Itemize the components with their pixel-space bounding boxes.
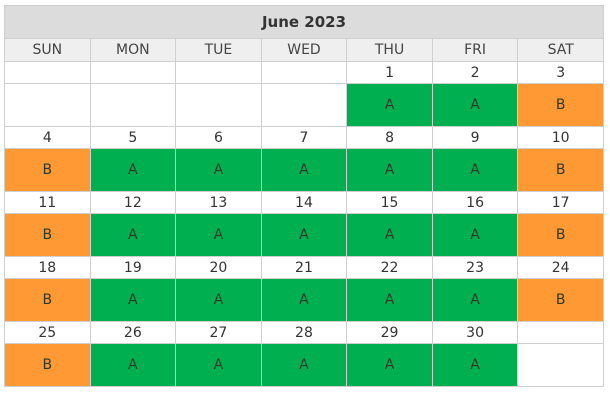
shift-cell[interactable]: B — [517, 83, 604, 127]
date-number: 8 — [346, 126, 433, 149]
shift-cell[interactable]: B — [4, 213, 91, 257]
date-number: 10 — [517, 126, 604, 149]
date-number: 14 — [260, 191, 348, 214]
shift-cell[interactable]: A — [175, 213, 262, 257]
date-row: 11 12 13 14 15 16 17 — [4, 191, 604, 214]
date-number: 12 — [89, 191, 177, 214]
date-number: 26 — [89, 321, 177, 344]
date-number: 18 — [4, 256, 91, 279]
date-number — [4, 61, 91, 84]
date-number: 23 — [431, 256, 519, 279]
shift-cell[interactable]: A — [89, 213, 177, 257]
shift-cell[interactable]: B — [4, 343, 91, 387]
date-number — [260, 61, 348, 84]
shift-cell[interactable]: B — [4, 278, 91, 322]
shift-cell — [89, 83, 177, 127]
date-number: 7 — [260, 126, 348, 149]
shift-cell[interactable]: B — [517, 213, 604, 257]
date-number: 16 — [431, 191, 519, 214]
shift-cell[interactable]: A — [431, 343, 519, 387]
weekday-tue: TUE — [175, 38, 262, 62]
shift-cell — [175, 83, 262, 127]
date-number: 27 — [175, 321, 262, 344]
date-number: 11 — [4, 191, 91, 214]
weekday-sun: SUN — [4, 38, 91, 62]
shift-cell[interactable]: A — [346, 148, 433, 192]
shift-cell[interactable]: A — [346, 83, 433, 127]
shift-cell[interactable]: A — [431, 278, 519, 322]
date-number — [89, 61, 177, 84]
date-row: 4 5 6 7 8 9 10 — [4, 126, 604, 149]
date-number — [517, 321, 604, 344]
shift-cell[interactable]: A — [175, 343, 262, 387]
shift-cell[interactable]: A — [175, 278, 262, 322]
date-row: 18 19 20 21 22 23 24 — [4, 256, 604, 279]
shift-cell[interactable]: B — [4, 148, 91, 192]
shift-cell[interactable]: B — [517, 278, 604, 322]
calendar-title: June 2023 — [4, 5, 604, 39]
shift-cell[interactable]: B — [517, 148, 604, 192]
date-number: 5 — [89, 126, 177, 149]
weekday-mon: MON — [89, 38, 177, 62]
shift-cell[interactable]: A — [431, 213, 519, 257]
shift-cell[interactable]: A — [260, 148, 348, 192]
shift-cell — [4, 83, 91, 127]
shift-cell[interactable]: A — [89, 148, 177, 192]
date-number: 20 — [175, 256, 262, 279]
date-number: 9 — [431, 126, 519, 149]
shift-cell[interactable]: A — [431, 83, 519, 127]
shift-cell[interactable]: A — [431, 148, 519, 192]
date-number: 19 — [89, 256, 177, 279]
shift-cell — [517, 343, 604, 387]
shift-cell — [260, 83, 348, 127]
date-number: 6 — [175, 126, 262, 149]
weekday-fri: FRI — [431, 38, 519, 62]
shift-cell[interactable]: A — [260, 278, 348, 322]
date-number: 30 — [431, 321, 519, 344]
date-number: 4 — [4, 126, 91, 149]
date-number: 24 — [517, 256, 604, 279]
date-number: 15 — [346, 191, 433, 214]
weekday-wed: WED — [260, 38, 348, 62]
date-number: 2 — [431, 61, 519, 84]
shift-cell[interactable]: A — [260, 343, 348, 387]
date-number: 25 — [4, 321, 91, 344]
shift-cell[interactable]: A — [346, 343, 433, 387]
shift-cell[interactable]: A — [175, 148, 262, 192]
shift-cell[interactable]: A — [89, 343, 177, 387]
date-number: 21 — [260, 256, 348, 279]
date-number: 1 — [346, 61, 433, 84]
date-number: 3 — [517, 61, 604, 84]
date-number: 17 — [517, 191, 604, 214]
shift-cell[interactable]: A — [346, 213, 433, 257]
date-number — [175, 61, 262, 84]
shift-cell[interactable]: A — [89, 278, 177, 322]
date-number: 28 — [260, 321, 348, 344]
shift-cell[interactable]: A — [346, 278, 433, 322]
weekday-thu: THU — [346, 38, 433, 62]
date-number: 13 — [175, 191, 262, 214]
date-number: 29 — [346, 321, 433, 344]
shift-cell[interactable]: A — [260, 213, 348, 257]
date-number: 22 — [346, 256, 433, 279]
weekday-sat: SAT — [517, 38, 604, 62]
weekday-header-row: SUN MON TUE WED THU FRI SAT — [4, 38, 604, 62]
date-row: 25 26 27 28 29 30 — [4, 321, 604, 344]
